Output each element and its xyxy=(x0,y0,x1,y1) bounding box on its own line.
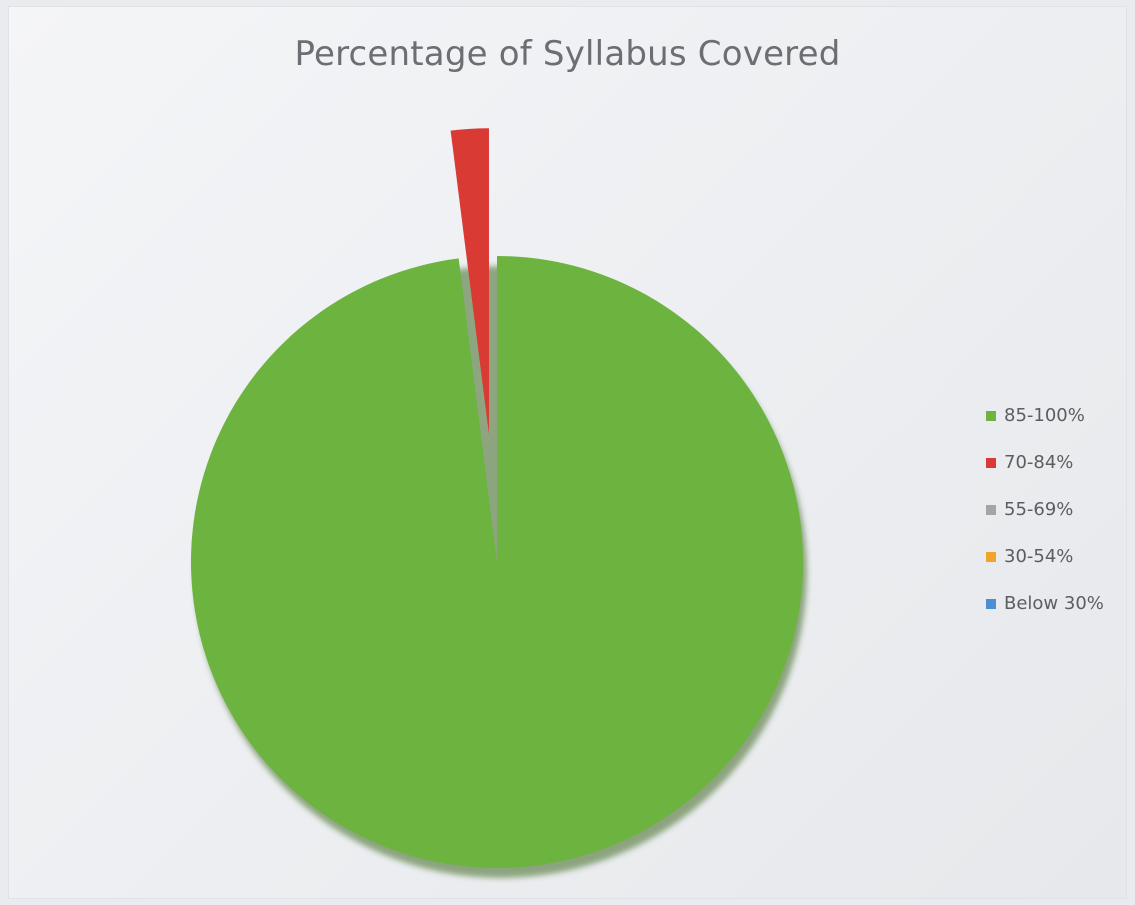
chart-title: Percentage of Syllabus Covered xyxy=(294,34,841,74)
legend-swatch-orange xyxy=(986,551,996,562)
legend-label: 30-54% xyxy=(1004,546,1074,567)
legend-label: 55-69% xyxy=(1004,499,1074,520)
pie-slice-85-100- xyxy=(190,256,803,868)
legend-item-below-30: Below 30% xyxy=(986,580,1126,627)
legend-item-30-54: 30-54% xyxy=(986,533,1126,580)
legend-swatch-gray xyxy=(986,504,996,515)
legend-item-55-69: 55-69% xyxy=(986,486,1126,533)
legend-swatch-red xyxy=(986,457,996,468)
legend-item-70-84: 70-84% xyxy=(986,439,1126,486)
pie-slice-70-84- xyxy=(450,128,489,435)
legend-swatch-green xyxy=(986,410,996,421)
legend-label: 70-84% xyxy=(1004,452,1074,473)
legend-label: Below 30% xyxy=(1004,593,1104,614)
legend-swatch-blue xyxy=(986,598,996,609)
legend-label: 85-100% xyxy=(1004,405,1085,426)
legend-item-85-100: 85-100% xyxy=(986,392,1126,439)
legend: 85-100% 70-84% 55-69% 30-54% Below 30% xyxy=(986,392,1126,627)
